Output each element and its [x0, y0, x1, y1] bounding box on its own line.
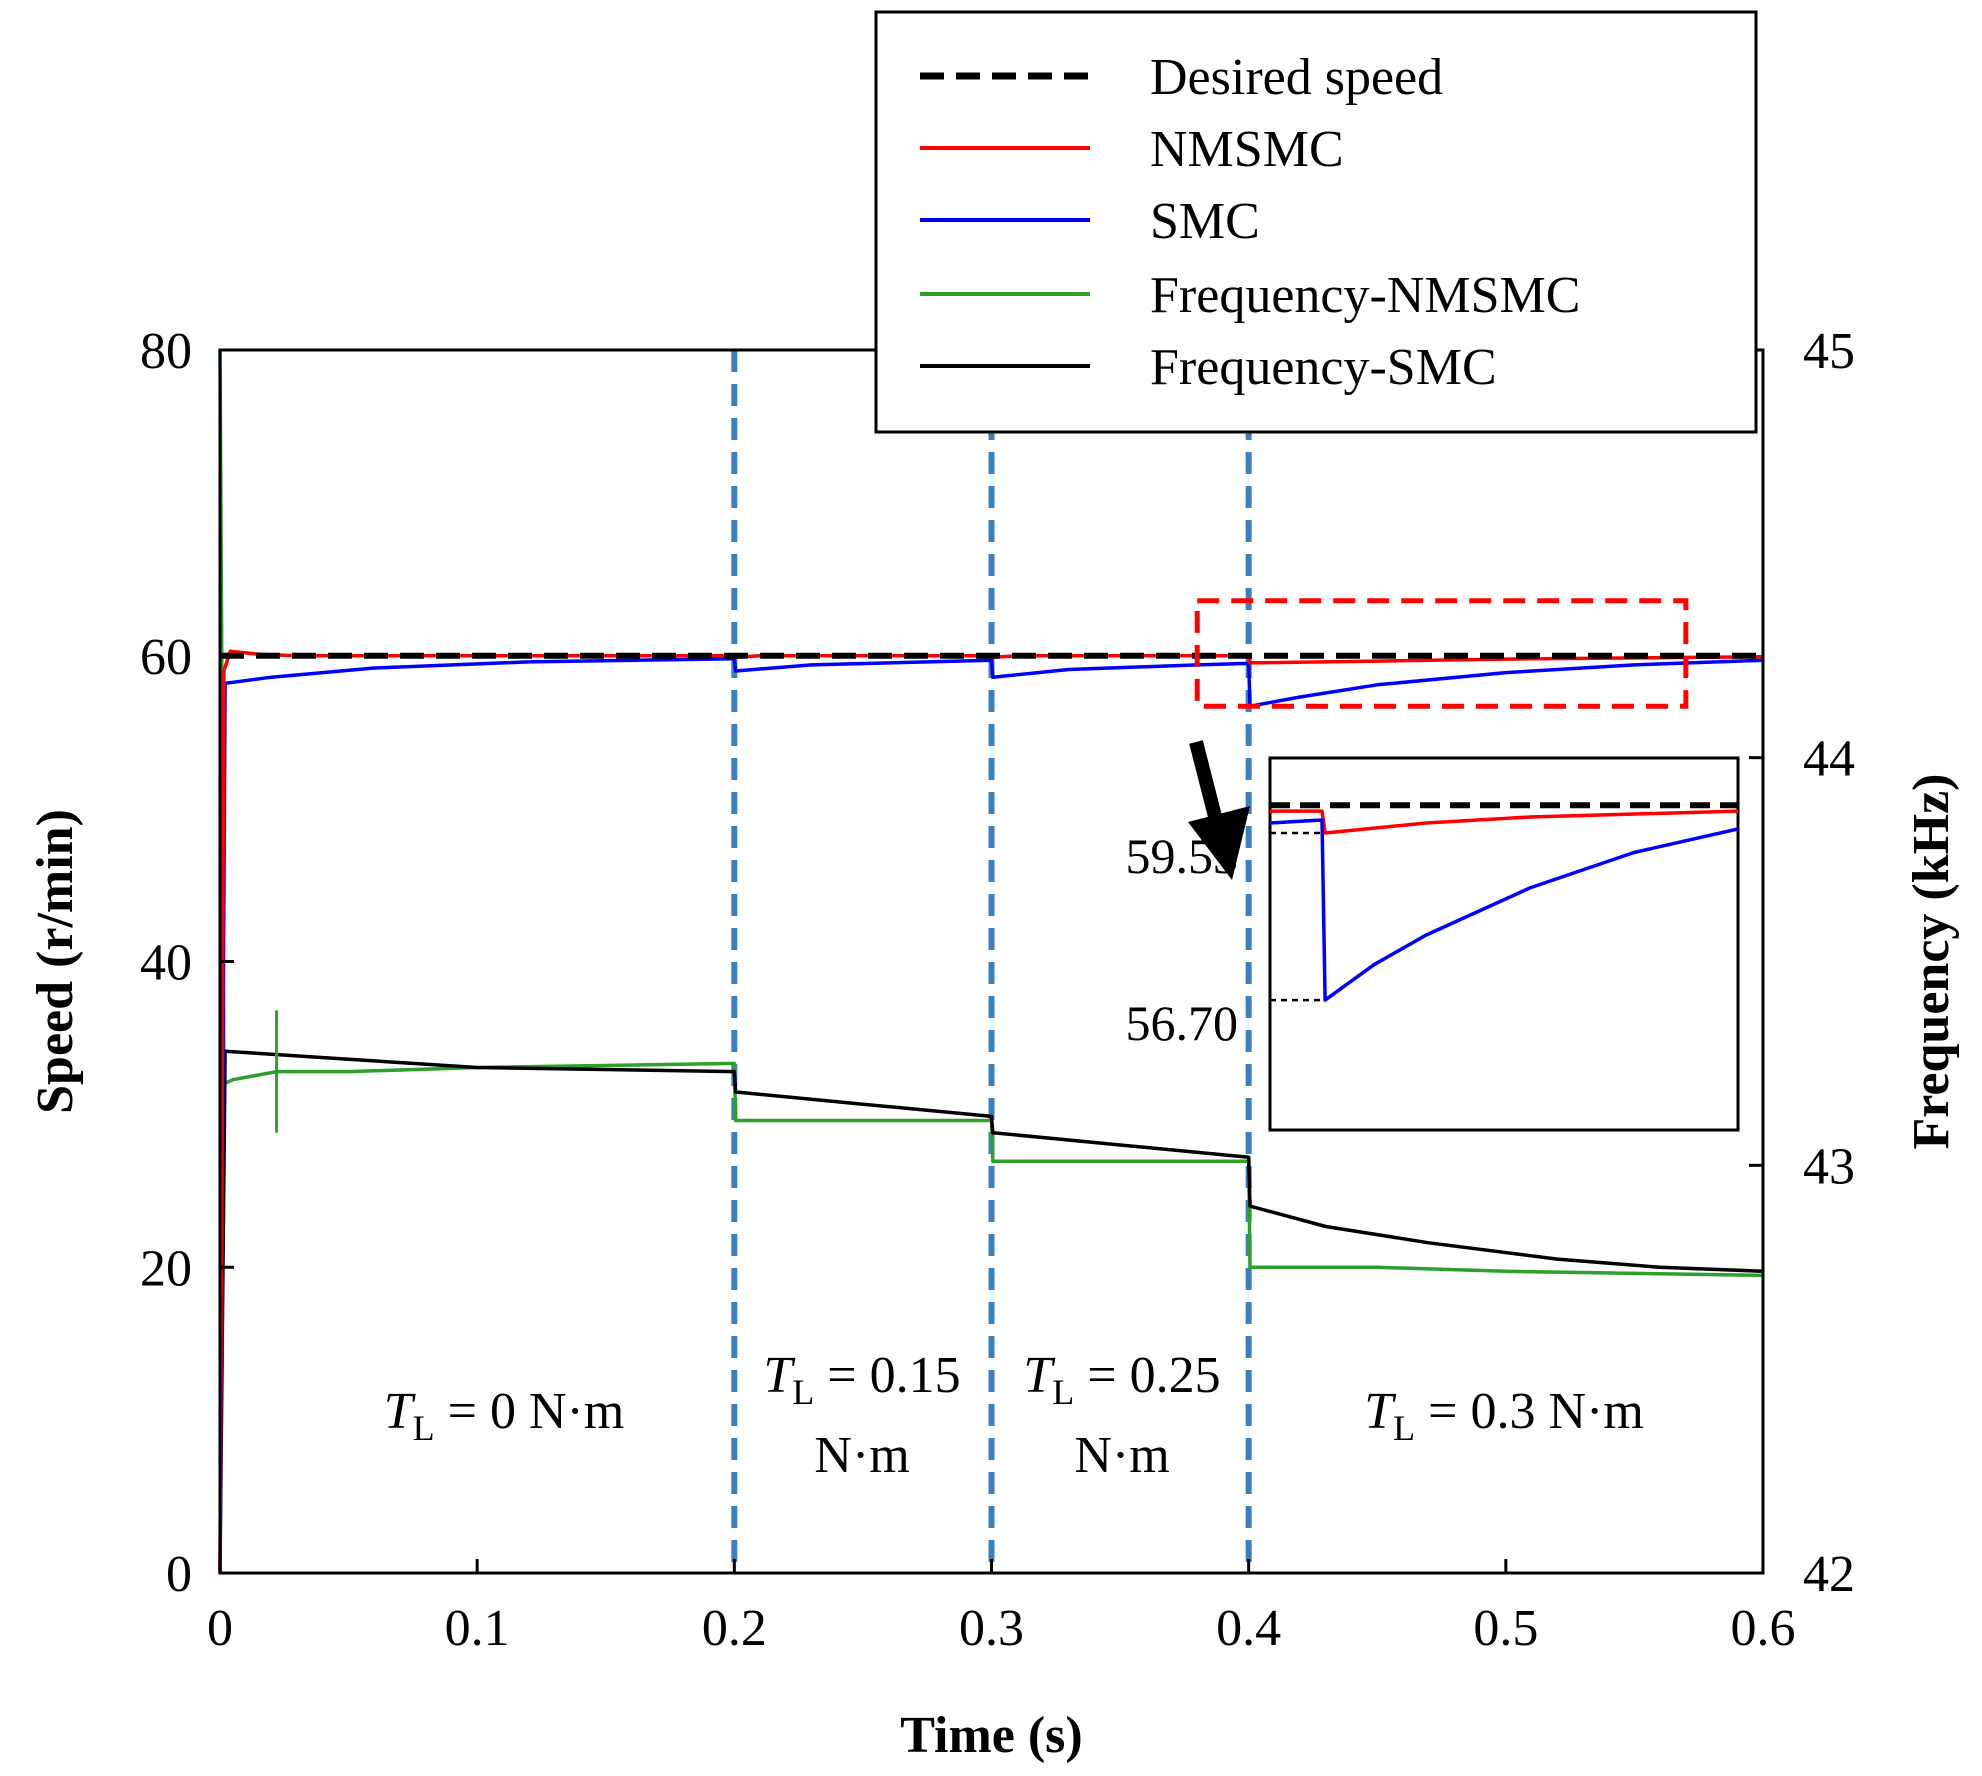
inset-plot-area [1270, 802, 1738, 1002]
load-torque-unit-3: N·m [1074, 1427, 1169, 1484]
inset-series-nmsmc [1270, 809, 1738, 835]
x-tick-label: 0.6 [1731, 1600, 1796, 1657]
series-line-frequency-smc [218, 1049, 1764, 1574]
x-tick-label: 0.5 [1473, 1600, 1538, 1657]
load-torque-label-3: TL = 0.25 [1023, 1347, 1220, 1412]
inset-value-label: 56.70 [1126, 995, 1239, 1051]
legend-label-frequency-smc: Frequency-SMC [1150, 339, 1497, 396]
x-tick-label: 0.2 [702, 1600, 767, 1657]
legend-label-smc: SMC [1150, 193, 1260, 250]
x-axis-title: Time (s) [900, 1707, 1082, 1764]
legend-label-frequency-nmsmc: Frequency-NMSMC [1150, 267, 1580, 324]
inset-series-smc [1270, 818, 1738, 1002]
y-tick-label: 20 [140, 1240, 192, 1297]
y-tick-label: 40 [140, 935, 192, 992]
load-torque-label-2: TL = 0.15 [763, 1347, 960, 1412]
y-tick-label: 80 [140, 323, 192, 380]
x-tick-label: 0 [207, 1600, 233, 1657]
series-line-frequency-nmsmc [218, 349, 1764, 1278]
y-tick-label: 60 [140, 629, 192, 686]
load-torque-label-1: TL = 0 N·m [384, 1383, 625, 1448]
load-torque-unit-2: N·m [814, 1427, 909, 1484]
y2-tick-label: 44 [1803, 731, 1855, 788]
load-torque-label-4: TL = 0.3 N·m [1364, 1383, 1644, 1448]
zoom-region-box [1194, 598, 1689, 709]
y2-tick-label: 45 [1803, 323, 1855, 380]
y-tick-label: 0 [166, 1546, 192, 1603]
zoom-arrow-head [1188, 806, 1250, 880]
y2-tick-label: 42 [1803, 1546, 1855, 1603]
y2-axis-title: Frequency (kHz) [1903, 774, 1960, 1150]
y2-tick-label: 43 [1803, 1138, 1855, 1195]
x-tick-label: 0.3 [959, 1600, 1024, 1657]
legend-label-nmsmc: NMSMC [1150, 121, 1344, 178]
legend-label-desired-speed: Desired speed [1150, 49, 1443, 106]
x-tick-label: 0.1 [445, 1600, 510, 1657]
series-line-smc [218, 657, 1764, 1574]
inset-value-label: 59.53 [1126, 828, 1239, 884]
y-axis-title: Speed (r/min) [27, 809, 84, 1114]
x-tick-label: 0.4 [1216, 1600, 1281, 1657]
